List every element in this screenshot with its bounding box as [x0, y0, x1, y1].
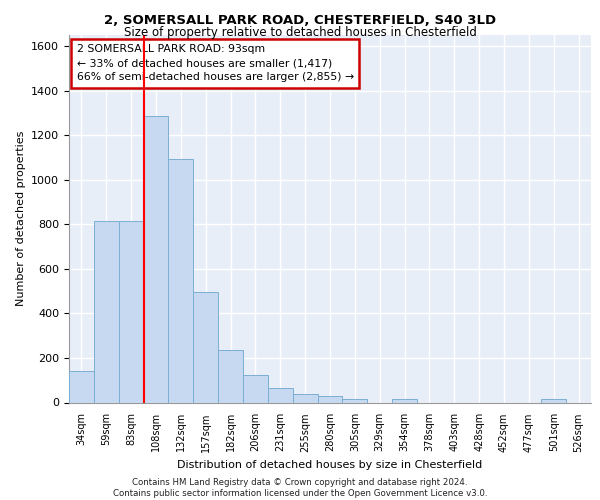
Bar: [143, 116, 169, 403]
Text: 2 SOMERSALL PARK ROAD: 93sqm
← 33% of detached houses are smaller (1,417)
66% of: 2 SOMERSALL PARK ROAD: 93sqm ← 33% of de…: [77, 44, 354, 82]
Bar: [293, 394, 317, 402]
Bar: [94, 221, 119, 402]
Y-axis label: Number of detached properties: Number of detached properties: [16, 131, 26, 306]
Text: Size of property relative to detached houses in Chesterfield: Size of property relative to detached ho…: [124, 26, 476, 39]
Bar: [343, 400, 367, 402]
Bar: [541, 400, 566, 402]
Bar: [69, 372, 94, 402]
X-axis label: Distribution of detached houses by size in Chesterfield: Distribution of detached houses by size …: [178, 460, 482, 470]
Bar: [243, 374, 268, 402]
Bar: [268, 388, 293, 402]
Text: Contains HM Land Registry data © Crown copyright and database right 2024.
Contai: Contains HM Land Registry data © Crown c…: [113, 478, 487, 498]
Bar: [317, 396, 343, 402]
Bar: [218, 350, 243, 403]
Bar: [169, 158, 193, 402]
Bar: [392, 400, 417, 402]
Bar: [119, 221, 143, 402]
Text: 2, SOMERSALL PARK ROAD, CHESTERFIELD, S40 3LD: 2, SOMERSALL PARK ROAD, CHESTERFIELD, S4…: [104, 14, 496, 27]
Bar: [193, 292, 218, 403]
